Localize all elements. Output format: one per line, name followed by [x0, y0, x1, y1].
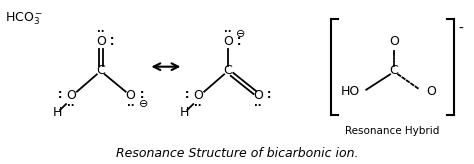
Text: O: O [193, 89, 203, 102]
Text: O: O [223, 35, 233, 48]
Text: ··: ·· [224, 27, 232, 37]
Text: -: - [459, 21, 464, 36]
Text: C: C [224, 64, 232, 77]
Text: ··: ·· [67, 101, 75, 111]
Text: ··: ·· [194, 101, 202, 111]
Text: ·: · [139, 88, 144, 98]
Text: H: H [180, 106, 189, 119]
Text: ·: · [237, 34, 241, 44]
Text: ·: · [267, 93, 271, 103]
Text: ·: · [139, 93, 144, 103]
Text: ·: · [109, 40, 114, 50]
Text: O: O [389, 35, 399, 48]
Text: ⊖: ⊖ [139, 99, 148, 109]
Text: ·: · [185, 88, 190, 98]
Text: ··: ·· [127, 101, 134, 111]
Text: HCO$_3^-$: HCO$_3^-$ [5, 11, 44, 28]
Text: O: O [253, 89, 263, 102]
Text: Resonance Structure of bicarbonic ion.: Resonance Structure of bicarbonic ion. [116, 147, 358, 160]
Text: C: C [390, 64, 399, 77]
Text: ··: ·· [254, 101, 262, 111]
Text: Resonance Hybrid: Resonance Hybrid [345, 126, 439, 136]
Text: ·: · [185, 93, 190, 103]
Text: ·: · [58, 93, 62, 103]
Text: O: O [96, 35, 106, 48]
Text: O: O [126, 89, 136, 102]
Text: H: H [52, 106, 62, 119]
Text: ··: ·· [97, 27, 105, 37]
Text: HO: HO [341, 85, 360, 98]
Text: ·: · [58, 88, 62, 98]
Text: O: O [66, 89, 76, 102]
Text: C: C [96, 64, 105, 77]
Text: ·: · [237, 40, 241, 50]
Text: ·: · [109, 34, 114, 44]
Text: ·: · [267, 88, 271, 98]
Text: O: O [426, 85, 436, 98]
Text: ⊖: ⊖ [237, 29, 246, 39]
